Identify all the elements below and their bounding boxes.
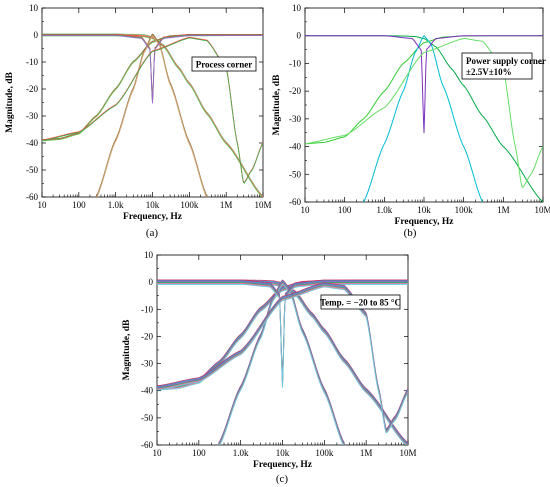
y-tick-label: 0 <box>149 277 154 287</box>
x-tick-label: 1M <box>360 448 373 458</box>
series-line-band-reject <box>157 286 408 434</box>
annotation-text-line-1: Power supply corner <box>466 56 546 66</box>
x-tick-label: 10M <box>534 205 550 215</box>
x-tick-label: 10 <box>153 448 163 458</box>
x-axis-label: Frequency, Hz <box>395 217 455 227</box>
x-tick-label: 10M <box>254 200 271 210</box>
x-tick-label: 10M <box>399 448 416 458</box>
y-tick-label: -10 <box>141 304 153 314</box>
y-tick-label: -20 <box>26 84 38 94</box>
x-tick-label: 10 <box>301 205 311 215</box>
x-tick-label: 100 <box>192 448 206 458</box>
y-tick-label: -60 <box>141 440 153 450</box>
panel-label: (b) <box>404 227 417 239</box>
series-line-band-pass <box>363 35 484 202</box>
series-line-notch <box>305 35 543 134</box>
y-axis-label: Magnitude, dB <box>5 71 15 132</box>
y-tick-label: -30 <box>26 111 38 121</box>
x-tick-label: 10k <box>276 448 290 458</box>
y-tick-label: 0 <box>34 30 39 40</box>
plot-curves <box>305 35 543 202</box>
plot-curves <box>42 33 263 197</box>
annotation-box: Power supply corner ±2.5V±10% <box>461 52 546 80</box>
annotation-box: Temp. = −20 to 85 °C <box>320 294 401 310</box>
y-tick-label: -20 <box>289 86 301 96</box>
x-tick-label: 1.0k <box>376 205 392 215</box>
y-tick-label: -10 <box>26 57 38 67</box>
annotation-box: Process corner <box>191 56 257 72</box>
y-tick-label: 10 <box>144 250 154 260</box>
x-tick-label: 1M <box>220 200 233 210</box>
y-tick-label: -10 <box>289 58 301 68</box>
x-tick-label: 100k <box>315 448 334 458</box>
x-tick-label: 10k <box>146 200 160 210</box>
y-axis-label: Magnitude, dB <box>122 319 132 380</box>
y-tick-label: 10 <box>29 3 39 13</box>
y-tick-label: -60 <box>289 197 301 207</box>
panel-label: (a) <box>146 227 159 239</box>
x-axis-label: Frequency, Hz <box>123 212 183 222</box>
series-line-notch <box>42 35 263 104</box>
series-line-band-pass <box>96 35 207 197</box>
series-line-band-pass <box>219 283 344 445</box>
y-tick-label: -60 <box>26 192 38 202</box>
plot-frame <box>304 7 544 203</box>
y-tick-label: -20 <box>141 331 153 341</box>
series-line-band-pass <box>96 34 208 197</box>
y-tick-label: 10 <box>292 3 302 13</box>
annotation-text-line-1: Process corner <box>196 60 253 70</box>
y-tick-label: -40 <box>26 138 38 148</box>
panel-label: (c) <box>276 473 289 485</box>
x-axis-label: Frequency, Hz <box>253 460 313 470</box>
x-tick-label: 1.0k <box>108 200 124 210</box>
annotation-text-line-2: ±2.5V±10% <box>466 67 512 77</box>
x-tick-label: 10 <box>38 200 48 210</box>
annotation-text-line-1: Temp. = −20 to 85 °C <box>320 298 401 308</box>
plot-curves <box>157 279 408 445</box>
x-tick-label: 100k <box>455 205 474 215</box>
y-axis-label: Magnitude, dB <box>272 74 282 135</box>
y-tick-label: -50 <box>26 165 38 175</box>
series-line-notch <box>157 283 408 388</box>
y-tick-label: -30 <box>141 359 153 369</box>
x-tick-label: 100 <box>72 200 86 210</box>
series-line-band-pass <box>96 33 208 197</box>
y-tick-label: -30 <box>289 114 301 124</box>
x-tick-label: 1.0k <box>233 448 249 458</box>
series-line-band-pass <box>96 34 208 197</box>
x-tick-label: 100 <box>338 205 352 215</box>
x-tick-label: 100k <box>180 200 199 210</box>
y-tick-label: -50 <box>289 169 301 179</box>
y-tick-label: 0 <box>297 31 302 41</box>
y-tick-label: -40 <box>141 386 153 396</box>
y-tick-label: -40 <box>289 142 301 152</box>
x-tick-label: 1M <box>497 205 510 215</box>
y-tick-label: -50 <box>141 413 153 423</box>
x-tick-label: 10k <box>417 205 431 215</box>
